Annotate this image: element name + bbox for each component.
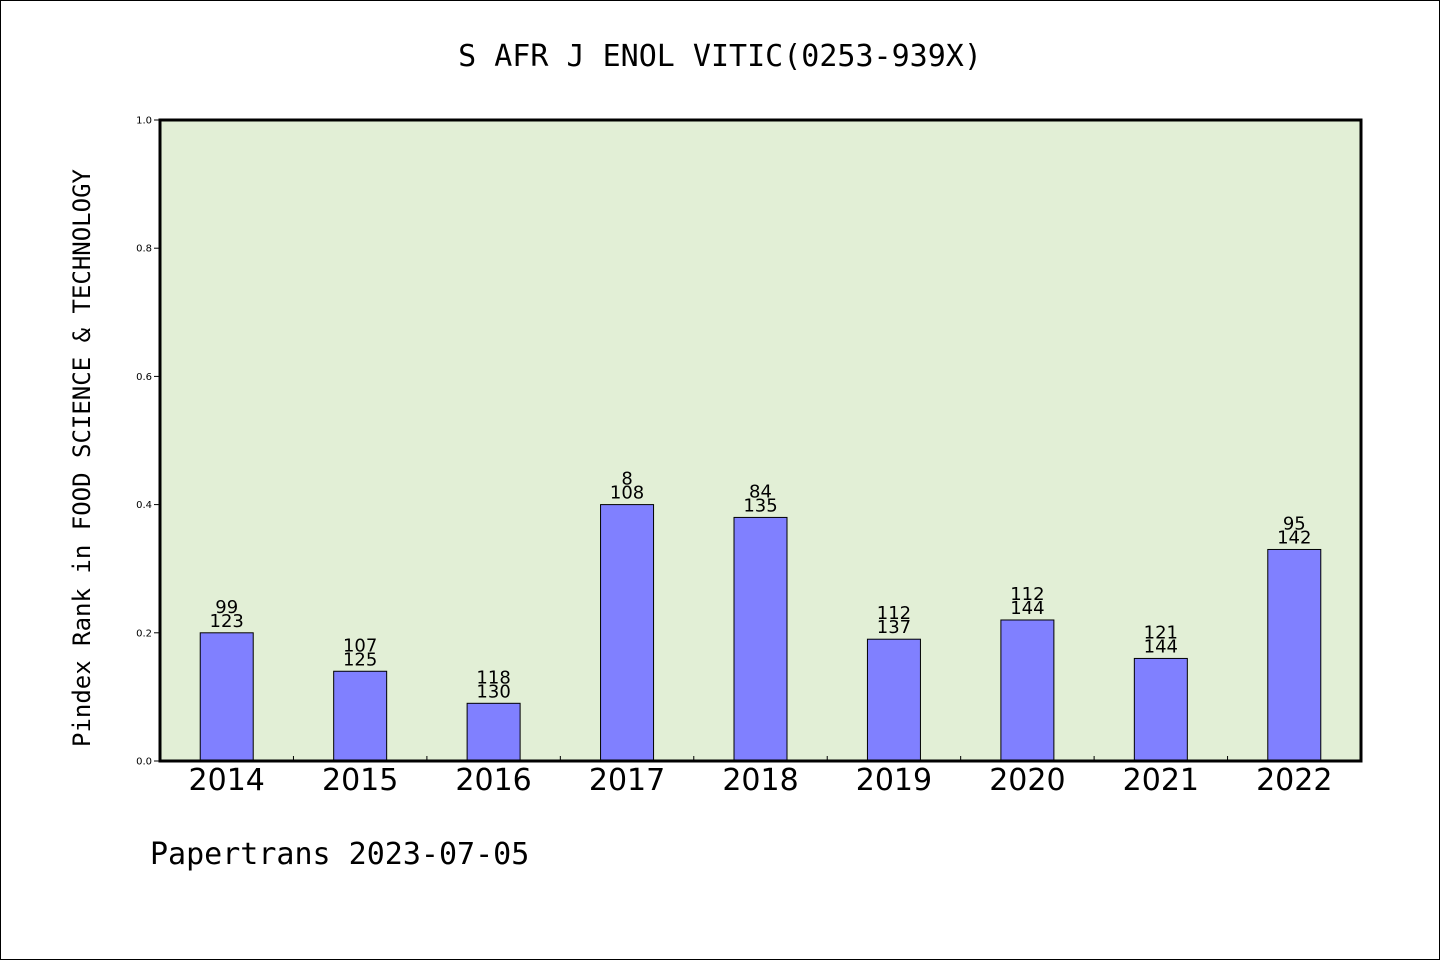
bar-rank-label: 112 — [1010, 584, 1044, 605]
bars — [199, 504, 1322, 762]
y-axis-label: Pindex Rank in FOOD SCIENCE & TECHNOLOGY — [68, 168, 96, 747]
bar-rank-label: 112 — [877, 603, 911, 624]
bar-rank-label: 118 — [476, 667, 510, 688]
bar-rank-label: 121 — [1144, 622, 1178, 643]
bar-rank-label: 95 — [1283, 513, 1306, 534]
bar-rank-label: 107 — [343, 635, 377, 656]
bar-2016 — [466, 702, 521, 762]
bar-2015 — [333, 670, 388, 762]
x-axis-tick-labels: 2014 2015 2016 2017 2018 2019 2020 2021 2022 — [189, 763, 1333, 798]
bar-rank-label: 99 — [215, 597, 238, 618]
bar-rank-label: 8 — [621, 469, 632, 490]
x-tick-label: 2014 — [189, 763, 265, 798]
x-tick-label: 2021 — [1123, 763, 1199, 798]
bar-total-label: 144 — [1144, 636, 1178, 657]
y-tick-label: 1.0 — [136, 116, 152, 127]
bar-2018 — [733, 516, 788, 762]
bar-total-label: 144 — [1010, 598, 1044, 619]
bar-2022 — [1267, 548, 1322, 762]
x-tick-label: 2018 — [722, 763, 798, 798]
y-tick-label: 0.4 — [136, 500, 152, 511]
bar-total-label: 142 — [1277, 527, 1311, 548]
bar-total-label: 108 — [610, 483, 644, 504]
y-tick-label: 0.8 — [136, 244, 152, 255]
bar-2014 — [199, 632, 254, 762]
bar-total-label: 123 — [210, 611, 244, 632]
x-tick-label: 2019 — [856, 763, 932, 798]
bar-total-label: 137 — [877, 617, 911, 638]
y-tick-label: 0.2 — [136, 628, 152, 639]
bar-total-label: 125 — [343, 649, 377, 670]
footer-credit: Papertrans 2023-07-05 — [150, 837, 529, 872]
y-axis-ticks: 0.0 0.2 0.4 0.6 0.8 1.0 — [136, 116, 160, 768]
x-tick-label: 2015 — [322, 763, 398, 798]
bar-total-label: 130 — [476, 681, 510, 702]
bar-2020 — [1000, 619, 1055, 762]
x-tick-label: 2016 — [455, 763, 531, 798]
x-tick-label: 2020 — [989, 763, 1065, 798]
x-tick-label: 2017 — [589, 763, 665, 798]
chart-title: S AFR J ENOL VITIC(0253-939X) — [458, 39, 982, 74]
bar-rank-label: 84 — [749, 481, 772, 502]
bar-2019 — [866, 638, 921, 762]
bar-2017 — [600, 504, 655, 762]
plot-border — [158, 118, 1363, 763]
x-tick-label: 2022 — [1256, 763, 1332, 798]
bar-total-label: 135 — [743, 495, 777, 516]
y-tick-label: 0.6 — [136, 372, 152, 383]
y-tick-label: 0.0 — [136, 757, 152, 768]
bar-2021 — [1133, 657, 1188, 762]
